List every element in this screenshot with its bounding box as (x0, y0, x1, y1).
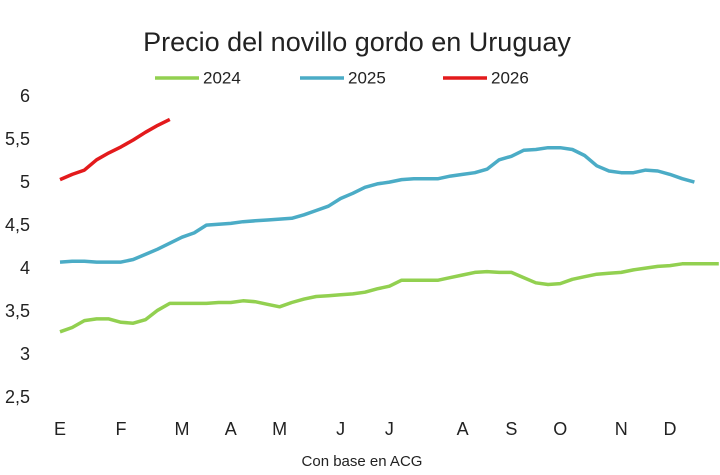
series-line (59, 262, 719, 334)
x-tick-label: F (116, 419, 127, 439)
y-tick-label: 4 (20, 258, 30, 278)
x-tick-label: D (664, 419, 677, 439)
x-tick-label: A (457, 419, 469, 439)
y-tick-label: 5 (20, 172, 30, 192)
x-tick-label: J (385, 419, 394, 439)
series-line (59, 145, 695, 264)
y-tick-label: 5,5 (5, 129, 30, 149)
x-tick-label: M (272, 419, 287, 439)
x-tick-label: J (336, 419, 345, 439)
y-tick-label: 3 (20, 344, 30, 364)
y-tick-label: 4,5 (5, 215, 30, 235)
x-tick-label: A (225, 419, 237, 439)
x-tick-label: O (553, 419, 567, 439)
x-tick-label: M (175, 419, 190, 439)
y-tick-label: 3,5 (5, 301, 30, 321)
chart-title: Precio del novillo gordo en Uruguay (143, 27, 571, 57)
legend-label: 2024 (203, 68, 241, 87)
x-tick-label: S (505, 419, 517, 439)
y-tick-label: 2,5 (5, 387, 30, 407)
x-tick-label: N (615, 419, 628, 439)
x-axis-label: Con base en ACG (302, 453, 423, 470)
legend-label: 2025 (348, 68, 386, 87)
y-tick-label: 6 (20, 86, 30, 106)
legend-label: 2026 (491, 68, 529, 87)
series-line (59, 117, 171, 182)
x-tick-label: E (54, 419, 66, 439)
